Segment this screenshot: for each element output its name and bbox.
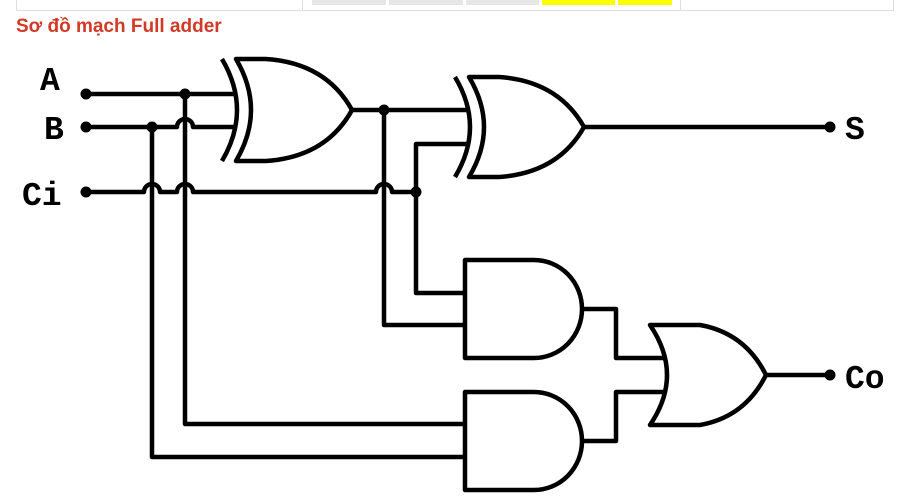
terminal-b: [80, 121, 92, 133]
xor-gate-1-back-curve: [220, 57, 240, 163]
wire-and1-to-or: [582, 306, 665, 361]
page-title: Sơ đồ mạch Full adder: [16, 16, 222, 37]
xor-gate-1-body: [233, 56, 355, 164]
table-border: [16, 0, 894, 11]
input-label-b: B: [44, 112, 64, 149]
top-table-strip: [0, 0, 911, 12]
or-gate: [647, 322, 769, 428]
wire-ci-to-and1: [413, 192, 465, 296]
wire-b-to-and2: [149, 127, 465, 460]
table-cell-gray: [312, 0, 386, 5]
terminal-s: [824, 121, 836, 133]
junction-xor1-out: [378, 104, 390, 116]
xor-gate-2: [453, 74, 587, 180]
junction-b: [146, 121, 158, 133]
table-cell-gray: [466, 0, 539, 5]
junction-ci: [410, 186, 422, 198]
table-cell-gray: [389, 0, 463, 5]
table-cell-yellow: [618, 0, 672, 5]
terminal-co: [824, 369, 836, 381]
table-separator: [680, 0, 681, 11]
table-cell-yellow: [542, 0, 615, 5]
wire-xor1-to-and1: [381, 110, 465, 328]
output-label-s: S: [845, 112, 865, 149]
xor-gate-2-back-curve: [453, 75, 473, 179]
junction-a: [179, 88, 191, 100]
and-gate-1: [462, 257, 585, 361]
input-label-a: A: [40, 63, 60, 100]
wire-ci-to-xor2: [413, 141, 467, 192]
xor-gate-1: [220, 56, 355, 164]
wire-a-to-and2: [182, 94, 465, 427]
and-gate-2: [462, 389, 585, 493]
output-label-co: Co: [845, 361, 885, 398]
input-label-ci: Ci: [22, 178, 62, 215]
terminal-a: [80, 88, 92, 100]
wire-and2-to-or: [582, 389, 665, 444]
wire-ci: [86, 181, 416, 195]
table-separator: [302, 0, 303, 11]
wire-b: [86, 116, 234, 130]
terminal-ci: [80, 186, 92, 198]
xor-gate-2-body: [466, 74, 587, 180]
